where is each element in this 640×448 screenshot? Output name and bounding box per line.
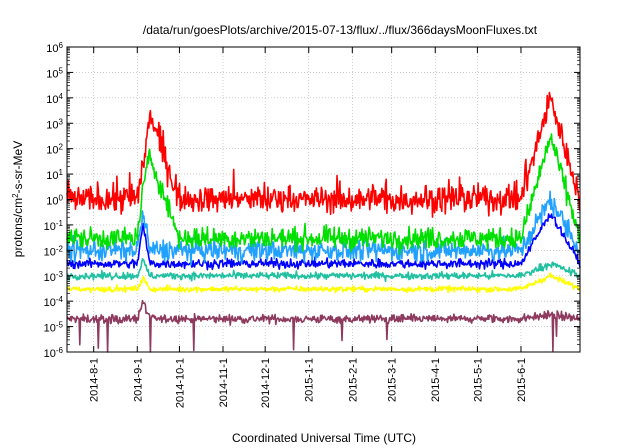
y-tick-label: 101 xyxy=(46,168,63,183)
y-tick-base: 10 xyxy=(46,119,58,131)
y-tick-label: 106 xyxy=(46,41,63,56)
series-line xyxy=(66,299,581,353)
series-line xyxy=(66,133,581,256)
x-axis-label: Coordinated Universal Time (UTC) xyxy=(232,431,416,445)
series-line xyxy=(66,91,581,218)
y-tick-exp: -5 xyxy=(56,320,64,329)
y-axis-label-rest: -s-sr-MeV xyxy=(11,141,25,194)
y-tick-exp: 4 xyxy=(59,91,64,100)
y-tick-exp: 5 xyxy=(59,66,64,75)
y-tick-label: 103 xyxy=(46,117,63,132)
y-tick-label: 105 xyxy=(46,66,63,81)
y-tick-base: 10 xyxy=(44,272,56,284)
x-tick-label: 2014-9-1 xyxy=(132,358,144,402)
series-line xyxy=(66,257,581,283)
y-tick-label: 10-2 xyxy=(44,244,64,258)
x-tick-label: 2015-5-1 xyxy=(472,358,484,402)
y-tick-exp: 1 xyxy=(59,168,64,177)
y-tick-label: 10-4 xyxy=(44,295,64,310)
y-tick-label: 10-5 xyxy=(44,320,64,335)
x-tick-label: 2014-11-1 xyxy=(218,358,230,407)
series-line xyxy=(66,272,581,294)
x-tick-label: 2015-2-1 xyxy=(347,358,359,402)
y-tick-exp: 2 xyxy=(59,142,64,151)
y-tick-exp: 0 xyxy=(59,193,64,202)
x-tick-label: 2014-10-1 xyxy=(174,358,186,408)
y-tick-label: 10-3 xyxy=(44,269,64,284)
y-tick-base: 10 xyxy=(44,221,56,233)
y-tick-base: 10 xyxy=(46,170,58,182)
x-tick-label: 2014-12-1 xyxy=(260,358,272,408)
y-tick-exp: -1 xyxy=(56,218,64,227)
plot-series xyxy=(66,91,581,353)
x-tick-label: 2014-8-1 xyxy=(89,358,101,402)
y-tick-label: 104 xyxy=(46,91,63,106)
y-tick-base: 10 xyxy=(44,323,56,335)
x-tick-label: 2015-4-1 xyxy=(430,358,442,402)
y-axis-label: protons/cm2-s-sr-MeV xyxy=(11,141,26,257)
x-tick-label: 2015-1-1 xyxy=(304,358,316,402)
y-axis-label-sup: 2 xyxy=(11,193,20,198)
y-tick-exp: -6 xyxy=(56,346,64,355)
x-axis-ticks: 2014-8-1 2014-9-1 2014-10-1 2014-11-1 2014-1… xyxy=(89,47,528,408)
y-tick-base: 10 xyxy=(44,348,56,360)
series-line xyxy=(66,190,581,266)
x-tick-label: 2015-6-1 xyxy=(516,358,528,402)
y-tick-label: 102 xyxy=(46,142,63,157)
y-tick-label: 10-6 xyxy=(44,346,64,361)
y-tick-base: 10 xyxy=(46,196,58,208)
y-tick-base: 10 xyxy=(46,43,58,55)
y-tick-base: 10 xyxy=(44,297,56,309)
chart-title: /data/run/goesPlots/archive/2015-07-13/f… xyxy=(143,23,538,37)
y-tick-base: 10 xyxy=(46,145,58,157)
y-tick-base: 10 xyxy=(46,94,58,106)
y-tick-base: 10 xyxy=(46,68,58,80)
y-tick-exp: 3 xyxy=(59,117,64,126)
y-tick-label: 10-1 xyxy=(44,218,64,233)
y-tick-label: 100 xyxy=(46,193,63,208)
y-tick-base: 10 xyxy=(44,246,56,258)
y-tick-exp: -3 xyxy=(56,269,64,278)
y-tick-exp: -4 xyxy=(56,295,64,304)
y-tick-exp: -2 xyxy=(56,244,64,253)
series-line xyxy=(66,213,581,271)
y-axis-label-base: protons/cm xyxy=(11,198,25,257)
x-tick-label: 2015-3-1 xyxy=(387,358,399,402)
y-axis-ticks: 10-610-510-410-310-210-11001011021031041… xyxy=(44,41,580,361)
y-tick-exp: 6 xyxy=(59,41,64,50)
